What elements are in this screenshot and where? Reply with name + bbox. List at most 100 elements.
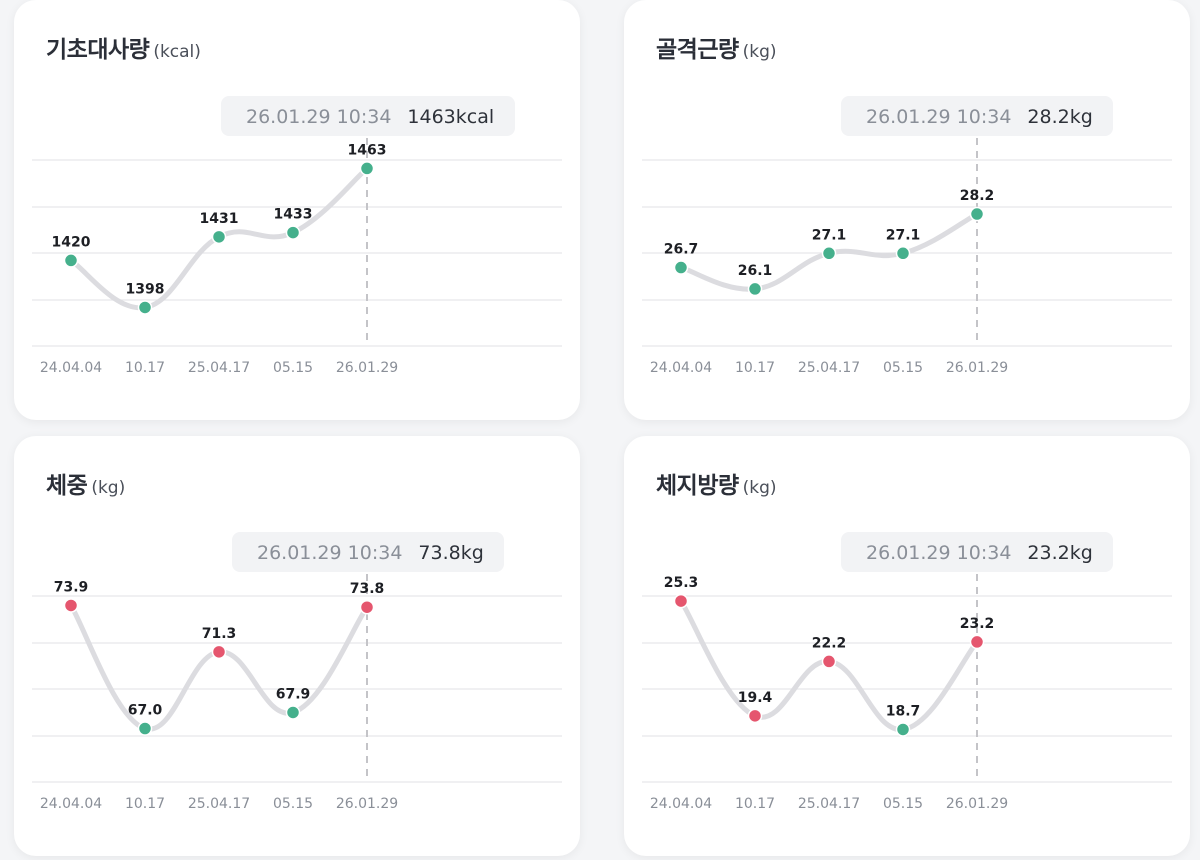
tooltip-box: [841, 532, 1113, 572]
data-label: 1433: [274, 207, 313, 223]
x-tick-label: 10.17: [125, 360, 165, 376]
tooltip: 26.01.29 10:34 23.2kg: [841, 532, 1113, 572]
data-label: 73.8: [350, 581, 385, 597]
tooltip-date: 26.01.29 10:34: [866, 542, 1011, 564]
data-point[interactable]: [821, 246, 837, 261]
card-title: 기초대사량 (kcal): [46, 30, 201, 64]
x-tick-label: 26.01.29: [946, 360, 1008, 376]
data-label: 1463: [348, 142, 387, 158]
tooltip-text: 26.01.29 10:34 73.8kg: [257, 542, 484, 564]
x-tick-label: 24.04.04: [650, 796, 712, 812]
x-tick-label: 25.04.17: [188, 796, 250, 812]
data-point[interactable]: [63, 253, 79, 268]
line-chart[interactable]: 26.7 26.1 27.1 27.1 28.2 24.04.04 10.17 25.04.1…: [624, 0, 1190, 420]
data-label: 18.7: [886, 703, 921, 719]
tooltip-text: 26.01.29 10:34 23.2kg: [866, 542, 1093, 564]
data-label: 26.7: [664, 242, 699, 258]
data-label: 26.1: [738, 263, 773, 279]
card-title: 체지방량 (kg): [656, 466, 777, 500]
chart-unit: (kg): [742, 478, 777, 498]
data-point[interactable]: [747, 281, 763, 297]
data-point[interactable]: [969, 634, 985, 650]
data-point[interactable]: [673, 260, 689, 275]
chart-unit: (kcal): [153, 42, 201, 62]
x-tick-label: 05.15: [883, 796, 923, 812]
tooltip-value: 28.2kg: [1027, 106, 1092, 128]
chart-title: 체지방량: [656, 473, 739, 499]
series-line: [68, 602, 370, 732]
tooltip-value: 1463kcal: [407, 106, 494, 128]
x-tick-label: 05.15: [273, 360, 313, 376]
x-tick-label: 25.04.17: [188, 360, 250, 376]
chart-title: 골격근량: [656, 37, 739, 63]
data-label: 1420: [52, 234, 91, 250]
x-tick-label: 24.04.04: [40, 796, 102, 812]
tooltip-date: 26.01.29 10:34: [246, 106, 391, 128]
data-point[interactable]: [63, 598, 79, 613]
data-point[interactable]: [211, 229, 227, 245]
chart-title: 기초대사량: [46, 37, 150, 63]
x-tick-label: 26.01.29: [336, 360, 398, 376]
chart-title: 체중: [46, 473, 88, 499]
tooltip-box: [841, 96, 1113, 136]
data-label: 73.9: [54, 579, 89, 595]
data-label: 25.3: [664, 575, 699, 591]
card-title: 체중 (kg): [46, 466, 125, 500]
tooltip-date: 26.01.29 10:34: [866, 106, 1011, 128]
data-label: 1431: [200, 211, 239, 227]
data-point[interactable]: [359, 599, 375, 615]
data-label: 23.2: [960, 616, 995, 632]
data-label: 71.3: [202, 626, 237, 642]
body-fat-mass-card: 체지방량 (kg) 25.3 19.4 22.2 18.7 23.2 24.04.04 10.…: [624, 436, 1190, 856]
skeletal-muscle-mass-card: 골격근량 (kg) 26.7 26.1 27.1 27.1 28.2 24.04.04 10.…: [624, 0, 1190, 420]
tooltip-text: 26.01.29 10:34 28.2kg: [866, 106, 1093, 128]
line-chart[interactable]: 25.3 19.4 22.2 18.7 23.2 24.04.04 10.17 25.04.1…: [624, 436, 1190, 856]
basal-metabolic-rate-card: 기초대사량 (kcal) 1420 1398 1431 1433 1463 24.04.04…: [14, 0, 580, 420]
x-tick-label: 25.04.17: [798, 360, 860, 376]
tooltip-value: 73.8kg: [418, 542, 483, 564]
x-tick-label: 24.04.04: [650, 360, 712, 376]
x-tick-label: 25.04.17: [798, 796, 860, 812]
data-point[interactable]: [285, 225, 301, 240]
tooltip-text: 26.01.29 10:34 1463kcal: [246, 106, 494, 128]
data-point[interactable]: [895, 722, 911, 737]
data-point[interactable]: [969, 206, 985, 222]
data-point[interactable]: [673, 593, 689, 609]
data-label: 1398: [126, 281, 165, 297]
data-label: 67.9: [276, 686, 311, 702]
data-point[interactable]: [359, 161, 375, 176]
tooltip-date: 26.01.29 10:34: [257, 542, 402, 564]
data-point[interactable]: [747, 708, 763, 724]
x-tick-label: 05.15: [273, 796, 313, 812]
data-label: 67.0: [128, 703, 163, 719]
tooltip: 26.01.29 10:34 1463kcal: [221, 96, 515, 136]
line-chart[interactable]: 1420 1398 1431 1433 1463 24.04.04 10.17 25.04.1…: [14, 0, 580, 420]
tooltip: 26.01.29 10:34 28.2kg: [841, 96, 1113, 136]
tooltip-value: 23.2kg: [1027, 542, 1092, 564]
data-label: 22.2: [812, 635, 847, 651]
x-tick-label: 26.01.29: [336, 796, 398, 812]
line-chart[interactable]: 73.9 67.0 71.3 67.9 73.8 24.04.04 10.17 25.04.1…: [14, 436, 580, 856]
data-point[interactable]: [285, 705, 301, 720]
data-point[interactable]: [137, 300, 153, 315]
chart-unit: (kg): [91, 478, 126, 498]
x-tick-label: 10.17: [735, 360, 775, 376]
x-tick-label: 10.17: [735, 796, 775, 812]
x-tick-label: 05.15: [883, 360, 923, 376]
tooltip-box: [232, 532, 504, 572]
card-title: 골격근량 (kg): [656, 30, 777, 64]
x-tick-label: 10.17: [125, 796, 165, 812]
tooltip-box: [221, 96, 515, 136]
data-label: 28.2: [960, 188, 995, 204]
data-point[interactable]: [211, 644, 227, 660]
data-label: 27.1: [886, 227, 921, 243]
tooltip: 26.01.29 10:34 73.8kg: [232, 532, 504, 572]
data-point[interactable]: [821, 654, 837, 669]
x-tick-label: 26.01.29: [946, 796, 1008, 812]
data-label: 19.4: [738, 690, 773, 706]
data-point[interactable]: [895, 246, 911, 261]
data-point[interactable]: [137, 721, 153, 736]
chart-unit: (kg): [742, 42, 777, 62]
x-tick-label: 24.04.04: [40, 360, 102, 376]
body-weight-card: 체중 (kg) 73.9 67.0 71.3 67.9 73.8 24.04.04 10.17…: [14, 436, 580, 856]
